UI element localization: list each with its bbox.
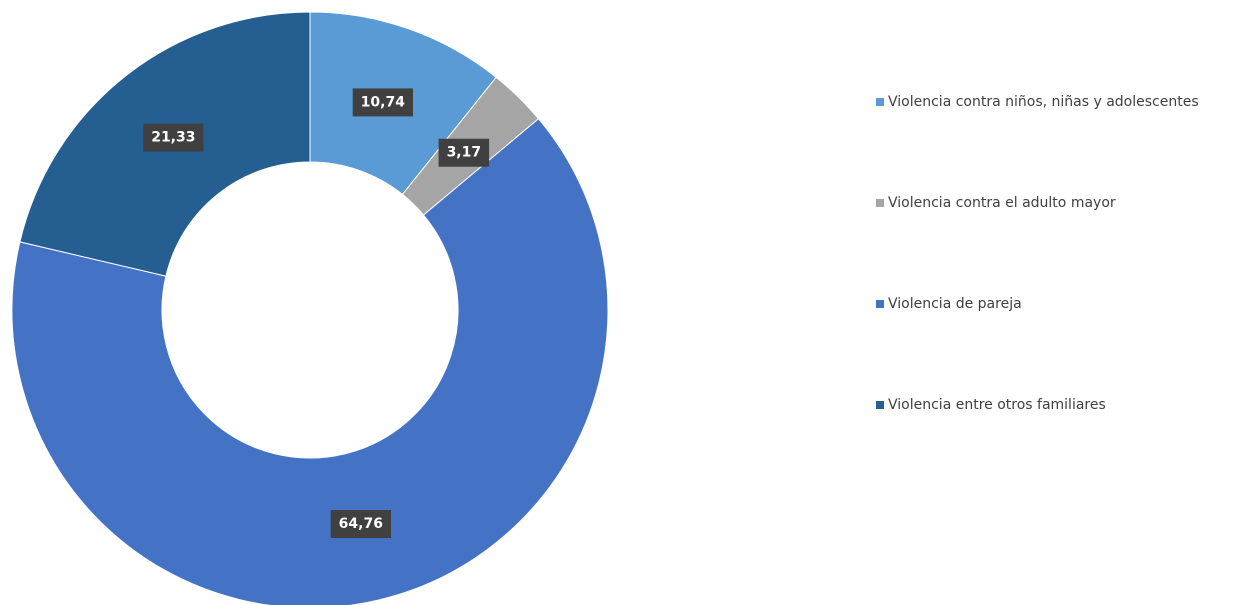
legend-text: Violencia entre otros familiares [888,397,1106,413]
value-label: 3,17 [447,145,482,161]
value-label: 21,33 [151,130,195,146]
legend-swatch [876,401,884,409]
value-label-group: 10,74 [352,88,413,117]
legend-swatch [876,98,884,106]
value-label-box [352,88,413,117]
legend-text: Violencia contra el adulto mayor [888,195,1116,211]
value-label-group: 3,17 [438,138,490,167]
value-label: 64,76 [339,516,383,532]
legend-text: Violencia contra niños, niñas y adolesce… [888,94,1199,110]
value-label-box [143,123,204,152]
donut-slice [11,118,609,605]
value-label-group: 21,33 [143,123,204,152]
legend-text: Violencia de pareja [888,296,1022,312]
legend-swatch [876,300,884,308]
value-label-group: 64,76 [330,510,391,539]
value-label: 10,74 [361,94,406,110]
legend-swatch [876,199,884,207]
value-label-box [438,138,490,167]
value-label-box [330,510,391,539]
